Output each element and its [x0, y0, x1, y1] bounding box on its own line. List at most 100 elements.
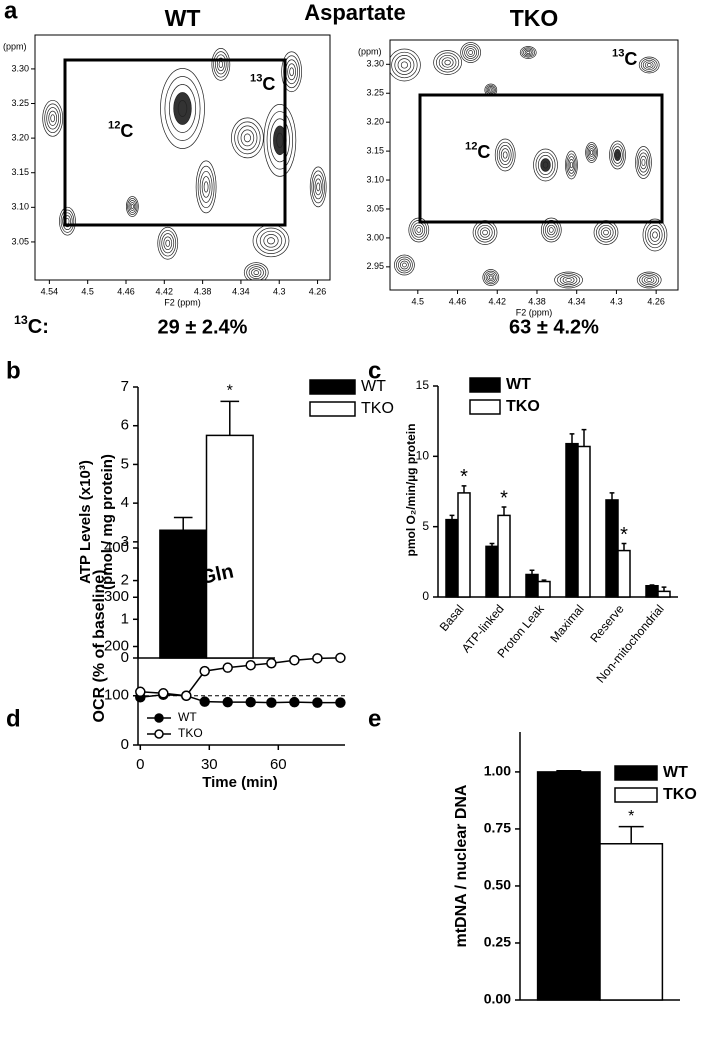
contour	[557, 273, 581, 287]
y-axis-label: ATP Levels (x10³)	[77, 460, 94, 584]
contour	[644, 61, 654, 69]
significance-mark: *	[620, 524, 628, 546]
contour	[243, 262, 269, 280]
significance-mark: *	[227, 383, 233, 400]
contour	[500, 148, 510, 162]
enrichment-result: 29 ± 2.4%	[158, 316, 248, 338]
contour	[287, 63, 296, 81]
contour	[436, 52, 460, 73]
contour	[586, 144, 597, 161]
contour	[554, 271, 583, 289]
y-tick-label: 3.05	[366, 203, 384, 213]
contour	[165, 239, 171, 247]
error-bar	[220, 400, 240, 436]
y-axis-label: (pmol / mg protein)	[99, 454, 116, 590]
point	[335, 652, 346, 664]
contour	[126, 196, 139, 217]
contour	[519, 46, 537, 59]
bar	[565, 442, 579, 598]
contour	[251, 268, 262, 277]
error-bar	[489, 542, 495, 547]
bar	[457, 492, 471, 598]
contour	[248, 266, 264, 279]
contour	[397, 58, 412, 72]
isotope-annotation-sup: 13	[612, 48, 624, 60]
legend-label: WT	[663, 764, 688, 781]
contour	[231, 117, 264, 159]
error-bar	[618, 825, 644, 844]
legend-marker	[154, 713, 164, 723]
contour	[636, 149, 651, 176]
contour	[524, 49, 532, 56]
contour	[259, 230, 283, 251]
contour	[438, 54, 457, 71]
legend-swatch	[469, 377, 501, 393]
contour	[533, 148, 558, 182]
contour	[269, 118, 290, 163]
contour	[546, 224, 556, 236]
contour	[639, 155, 647, 170]
legend-label: WT	[178, 710, 197, 724]
contour	[482, 229, 488, 236]
plot-frame	[34, 34, 331, 281]
y-tick-label: 3.15	[11, 167, 29, 177]
x-tick-label: Reserve	[587, 602, 627, 645]
point	[135, 686, 146, 698]
error-bar	[501, 506, 507, 516]
bar	[536, 771, 601, 1001]
bar	[657, 590, 671, 598]
contour	[603, 229, 609, 236]
error-bar	[556, 770, 582, 772]
contour	[535, 151, 556, 179]
contour	[263, 104, 297, 177]
contour	[256, 227, 286, 254]
error-bar	[173, 516, 193, 531]
contour	[441, 57, 454, 68]
y-tick-label: 200	[104, 637, 129, 654]
contour	[199, 170, 213, 203]
isotope-label: 13C:	[14, 313, 49, 338]
point	[312, 697, 323, 708]
error-bar	[621, 542, 627, 551]
y-axis-label: pmol O₂/min/µg protein	[404, 424, 418, 557]
contour	[600, 227, 612, 238]
contour	[542, 220, 560, 240]
contour	[394, 254, 415, 276]
contour	[494, 138, 516, 172]
contour	[129, 202, 136, 211]
contour	[314, 178, 322, 196]
y-axis-label: (ppm)	[358, 46, 382, 56]
point	[199, 696, 210, 707]
contour	[565, 150, 578, 180]
y-tick-label: 3.25	[11, 98, 29, 108]
isotope-label-text: C:	[28, 316, 49, 338]
contour	[462, 44, 479, 61]
error-bar	[581, 428, 587, 447]
isotope-annotation: 13C	[250, 73, 275, 94]
error-bar	[609, 492, 615, 500]
y-tick-label: 3.05	[11, 236, 29, 246]
contour	[460, 42, 481, 63]
x-tick-label: 4.38	[528, 296, 546, 306]
y-tick-label: 3.25	[366, 88, 384, 98]
point	[222, 662, 233, 673]
contour	[396, 256, 413, 274]
point	[312, 653, 323, 664]
y-tick-label: 1	[121, 610, 129, 627]
y-tick-label: 400	[104, 539, 129, 556]
x-tick-label: 4.34	[232, 286, 250, 296]
x-tick-label: 4.46	[449, 296, 467, 306]
y-tick-label: 100	[104, 687, 129, 704]
y-tick-label: 3.10	[366, 174, 384, 184]
contour	[394, 55, 415, 75]
x-tick-label: 60	[270, 756, 287, 773]
x-tick-label: 4.34	[568, 296, 586, 306]
contour	[540, 217, 562, 243]
contour	[652, 231, 658, 239]
bar	[497, 514, 511, 598]
panel-label: d	[6, 705, 21, 732]
contour	[163, 236, 173, 251]
contour	[177, 100, 188, 117]
contour	[639, 273, 660, 287]
contour	[391, 51, 418, 79]
